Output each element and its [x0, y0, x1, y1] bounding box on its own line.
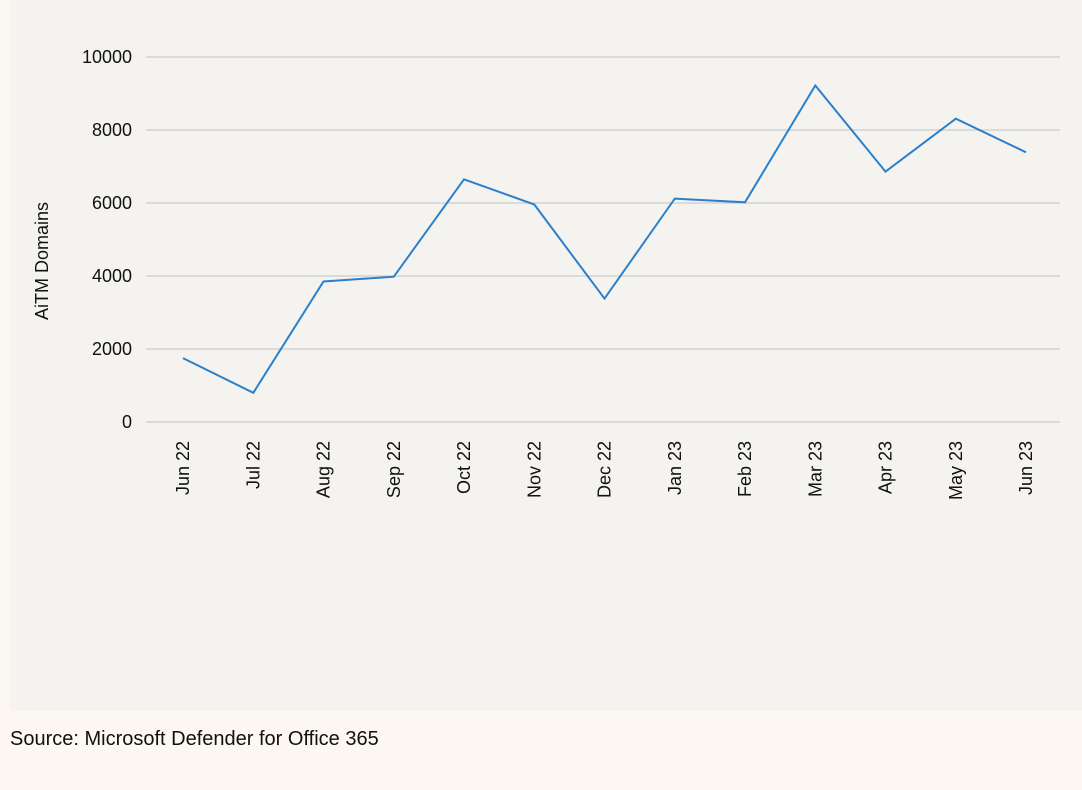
series-lines: [181, 83, 1028, 395]
x-tick-label: Dec 22: [595, 441, 615, 498]
data-point-dec-22: [603, 297, 607, 301]
data-point-may-23: [954, 117, 958, 121]
data-point-jun-22: [181, 356, 185, 360]
x-tick-label: Nov 22: [524, 441, 544, 498]
plot-panel: [10, 0, 1082, 711]
x-tick-labels: Jun 22 Jul 22 Aug 22 Sep 22 Oct 22 Nov 22 Dec …: [173, 441, 1036, 500]
x-tick-label: Apr 23: [876, 441, 896, 494]
x-tick-label: Sep 22: [384, 441, 404, 498]
data-point-jul-22: [251, 391, 255, 395]
y-tick-label: 10000: [82, 47, 132, 67]
y-axis-title: AiTM Domains: [32, 202, 52, 320]
y-tick-labels: 0 2000 4000 6000 8000 10000: [82, 47, 132, 432]
x-tick-label: Mar 23: [805, 441, 825, 497]
y-tick-label: 2000: [92, 339, 132, 359]
gridlines: [146, 56, 1060, 423]
x-tick-label: Jun 23: [1016, 441, 1036, 495]
x-tick-label: Jan 23: [665, 441, 685, 495]
data-point-jun-23: [1024, 150, 1028, 154]
x-tick-label: Oct 22: [454, 441, 474, 494]
y-tick-label: 8000: [92, 120, 132, 140]
x-tick-label: Jun 22: [173, 441, 193, 495]
data-point-aug-22: [322, 279, 326, 283]
x-tick-label: Jul 22: [243, 441, 263, 489]
y-tick-label: 4000: [92, 266, 132, 286]
x-tick-label: Feb 23: [735, 441, 755, 497]
data-point-jan-23: [673, 197, 677, 201]
source-caption: Source: Microsoft Defender for Office 36…: [10, 728, 379, 750]
line-chart: 0 2000 4000 6000 8000 10000 Jun 22 Jul 22 Aug 2…: [32, 47, 1060, 500]
y-tick-label: 6000: [92, 193, 132, 213]
y-tick-label: 0: [122, 412, 132, 432]
data-point-oct-22: [462, 177, 466, 181]
data-point-apr-23: [884, 170, 888, 174]
x-tick-label: May 23: [946, 441, 966, 500]
series-line-0: [182, 83, 1027, 395]
data-point-mar-23: [813, 83, 817, 87]
data-point-nov-22: [532, 202, 536, 206]
x-tick-label: Aug 22: [314, 441, 334, 498]
data-point-sep-22: [392, 275, 396, 279]
data-point-feb-23: [743, 200, 747, 204]
